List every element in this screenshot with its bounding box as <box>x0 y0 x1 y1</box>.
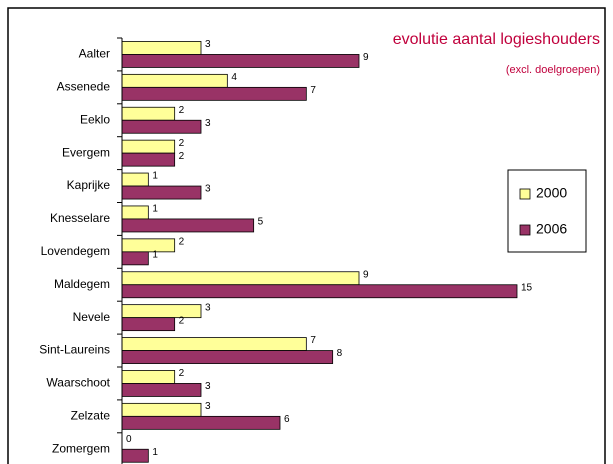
data-label: 2 <box>179 151 185 162</box>
y-tick-label: Maldegem <box>54 277 110 291</box>
data-label: 0 <box>126 434 132 445</box>
bar <box>121 317 176 332</box>
bar <box>121 218 255 233</box>
y-tick-label: Knesselare <box>50 211 110 225</box>
data-label: 3 <box>205 118 211 129</box>
bar <box>121 185 202 200</box>
legend-swatch <box>519 224 531 236</box>
data-label: 6 <box>284 414 290 425</box>
bar <box>121 251 149 266</box>
bar <box>121 415 281 430</box>
y-tick-label: Assenede <box>57 80 111 94</box>
y-tick-label: Sint-Laureins <box>39 343 110 357</box>
y-tick-label: Kaprijke <box>67 178 111 192</box>
legend-box <box>507 169 587 253</box>
bar <box>121 271 360 286</box>
data-label: 9 <box>363 52 369 63</box>
bar <box>121 106 176 121</box>
chart-frame <box>7 7 606 464</box>
data-label: 4 <box>231 72 237 83</box>
bar <box>121 337 307 351</box>
bar <box>121 119 202 134</box>
data-label: 7 <box>310 85 316 96</box>
data-label: 3 <box>205 401 211 412</box>
bar <box>121 86 307 101</box>
data-label: 9 <box>363 269 369 280</box>
bar <box>121 238 176 253</box>
legend-label: 2000 <box>536 185 567 201</box>
y-tick-label: Lovendegem <box>41 244 110 258</box>
bar <box>121 73 228 88</box>
data-label: 1 <box>152 204 158 215</box>
y-tick-label: Zomergem <box>52 441 110 455</box>
legend-swatch <box>519 188 531 200</box>
bar <box>121 350 334 364</box>
data-label: 3 <box>205 184 211 195</box>
data-label: 2 <box>179 315 185 326</box>
data-label: 3 <box>205 39 211 50</box>
y-tick-label: Evergem <box>62 145 110 159</box>
data-label: 1 <box>152 171 158 182</box>
data-label: 15 <box>521 282 533 293</box>
y-tick-label: Waarschoot <box>46 376 110 390</box>
bar <box>121 139 176 154</box>
bar <box>121 54 360 68</box>
bar <box>121 152 176 167</box>
data-label: 3 <box>205 381 211 392</box>
y-tick-label: Nevele <box>73 310 111 324</box>
bar <box>121 383 202 397</box>
legend-label: 2006 <box>536 221 567 237</box>
bar <box>121 304 202 319</box>
data-label: 2 <box>179 368 185 379</box>
data-label: 5 <box>258 217 264 228</box>
bar <box>121 448 149 463</box>
data-label: 3 <box>205 302 211 313</box>
bar <box>121 172 149 187</box>
chart-title: evolutie aantal logieshouders <box>393 31 600 48</box>
chart-subtitle: (excl. doelgroepen) <box>506 64 600 76</box>
bar <box>121 284 518 299</box>
y-tick-label: Eeklo <box>80 112 110 126</box>
bar <box>121 205 149 220</box>
data-label: 2 <box>179 236 185 247</box>
bar <box>121 402 202 417</box>
data-label: 8 <box>337 348 343 359</box>
data-label: 2 <box>179 138 185 149</box>
bar <box>121 41 202 55</box>
data-label: 2 <box>179 105 185 116</box>
data-label: 1 <box>152 447 158 458</box>
y-tick-label: Aalter <box>79 47 110 61</box>
data-label: 7 <box>310 335 316 346</box>
y-tick-label: Zelzate <box>71 409 111 423</box>
bar <box>121 370 176 384</box>
data-label: 1 <box>152 249 158 260</box>
